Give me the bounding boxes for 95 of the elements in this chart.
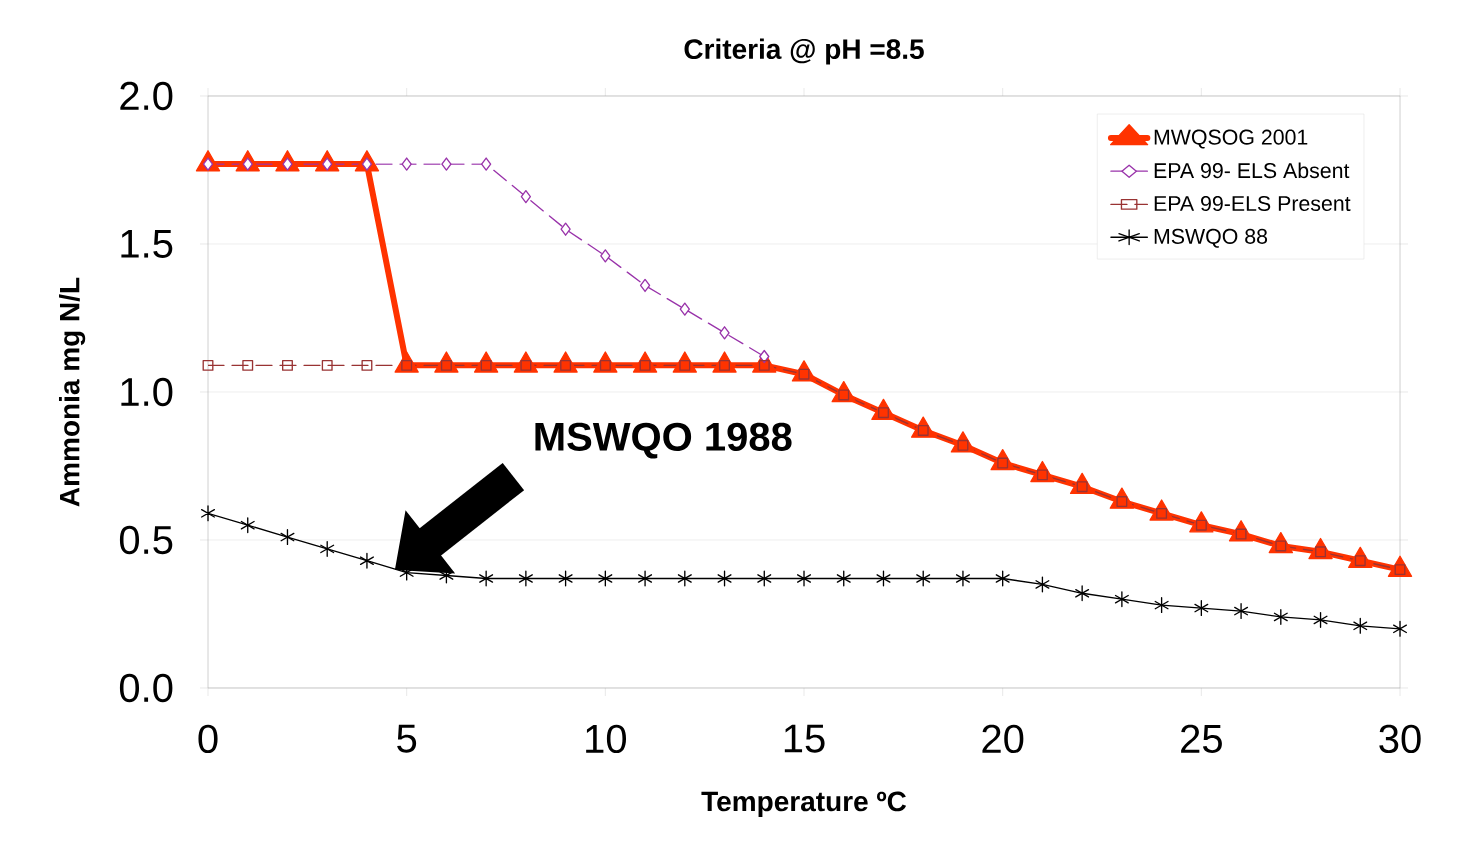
x-tick-label: 15 bbox=[784, 724, 825, 753]
point bbox=[1154, 597, 1169, 614]
point bbox=[759, 349, 770, 364]
point bbox=[479, 570, 494, 587]
point bbox=[995, 570, 1010, 587]
point bbox=[440, 359, 452, 371]
point bbox=[359, 552, 374, 569]
point bbox=[280, 529, 295, 546]
point bbox=[321, 359, 333, 371]
point bbox=[1194, 600, 1209, 617]
point bbox=[361, 359, 373, 371]
point bbox=[202, 157, 214, 171]
point bbox=[1076, 481, 1088, 493]
point bbox=[758, 359, 770, 371]
point bbox=[717, 570, 732, 587]
point bbox=[322, 157, 333, 171]
point bbox=[836, 570, 851, 587]
point bbox=[480, 359, 492, 371]
point bbox=[599, 359, 611, 371]
point bbox=[1353, 617, 1368, 634]
x-tick-label: 20 bbox=[982, 724, 1024, 754]
x-tick-label: 10 bbox=[586, 724, 627, 754]
legend-label: EPA 99- ELS Absent bbox=[1154, 162, 1350, 179]
point bbox=[955, 570, 970, 587]
y-tick-label: 1.5 bbox=[121, 230, 173, 258]
y-axis-title: Ammonia mg N/L bbox=[58, 277, 86, 507]
point bbox=[600, 249, 611, 263]
point bbox=[202, 359, 214, 371]
point bbox=[441, 157, 452, 171]
point bbox=[1116, 496, 1128, 507]
point bbox=[560, 359, 572, 371]
point bbox=[957, 439, 969, 451]
point bbox=[719, 326, 730, 340]
point bbox=[916, 570, 931, 587]
point bbox=[638, 570, 653, 587]
y-tick-label: 1.0 bbox=[121, 377, 173, 407]
point bbox=[1156, 507, 1168, 519]
point bbox=[798, 368, 810, 380]
point bbox=[917, 425, 929, 436]
point bbox=[838, 389, 850, 401]
point bbox=[520, 359, 532, 371]
point bbox=[679, 302, 690, 316]
point bbox=[401, 359, 413, 371]
point bbox=[1315, 546, 1327, 558]
point bbox=[1235, 528, 1247, 540]
point bbox=[560, 222, 571, 236]
y-tick-label: 0.5 bbox=[119, 525, 173, 555]
point bbox=[679, 359, 691, 371]
x-axis-title: Temperature ºC bbox=[701, 791, 907, 817]
point bbox=[480, 157, 492, 171]
x-tick-label: 0 bbox=[198, 724, 218, 754]
y-tick-label: 2.0 bbox=[120, 81, 173, 111]
point bbox=[282, 359, 293, 371]
point bbox=[518, 570, 533, 587]
point bbox=[1114, 591, 1129, 608]
point bbox=[1273, 608, 1288, 625]
point bbox=[1035, 576, 1050, 593]
x-tick-label: 25 bbox=[1181, 724, 1222, 754]
point bbox=[677, 570, 692, 587]
point bbox=[1036, 469, 1048, 481]
point bbox=[242, 157, 253, 171]
point bbox=[1393, 620, 1408, 637]
point bbox=[1275, 540, 1287, 552]
point bbox=[240, 517, 255, 534]
point bbox=[719, 359, 731, 371]
x-tick-label: 5 bbox=[397, 724, 417, 753]
point bbox=[1234, 603, 1249, 620]
point bbox=[361, 157, 373, 171]
point bbox=[876, 570, 891, 587]
point bbox=[1354, 555, 1366, 567]
point bbox=[200, 505, 216, 522]
legend-label: MWQSOG 2001 bbox=[1154, 129, 1308, 149]
point bbox=[639, 278, 651, 293]
legend-label: EPA 99-ELS Present bbox=[1154, 195, 1351, 212]
point bbox=[1394, 564, 1406, 576]
annotation: MSWQO 1988 bbox=[535, 422, 792, 459]
point bbox=[796, 570, 812, 587]
point bbox=[282, 157, 293, 171]
point bbox=[401, 157, 412, 171]
point bbox=[639, 359, 651, 371]
x-tick-label: 30 bbox=[1379, 724, 1421, 754]
point bbox=[997, 457, 1009, 469]
point bbox=[878, 407, 889, 419]
point bbox=[757, 570, 772, 587]
point bbox=[558, 570, 573, 587]
point bbox=[242, 359, 254, 371]
point bbox=[598, 570, 613, 587]
point bbox=[1313, 611, 1328, 628]
point bbox=[1195, 519, 1207, 531]
chart-title: Criteria @ pH =8.5 bbox=[684, 38, 924, 65]
point bbox=[520, 189, 532, 204]
y-tick-label: 0.0 bbox=[119, 673, 173, 703]
point bbox=[1075, 585, 1090, 602]
legend-label: MSWQO 88 bbox=[1154, 228, 1268, 248]
point bbox=[320, 540, 335, 557]
